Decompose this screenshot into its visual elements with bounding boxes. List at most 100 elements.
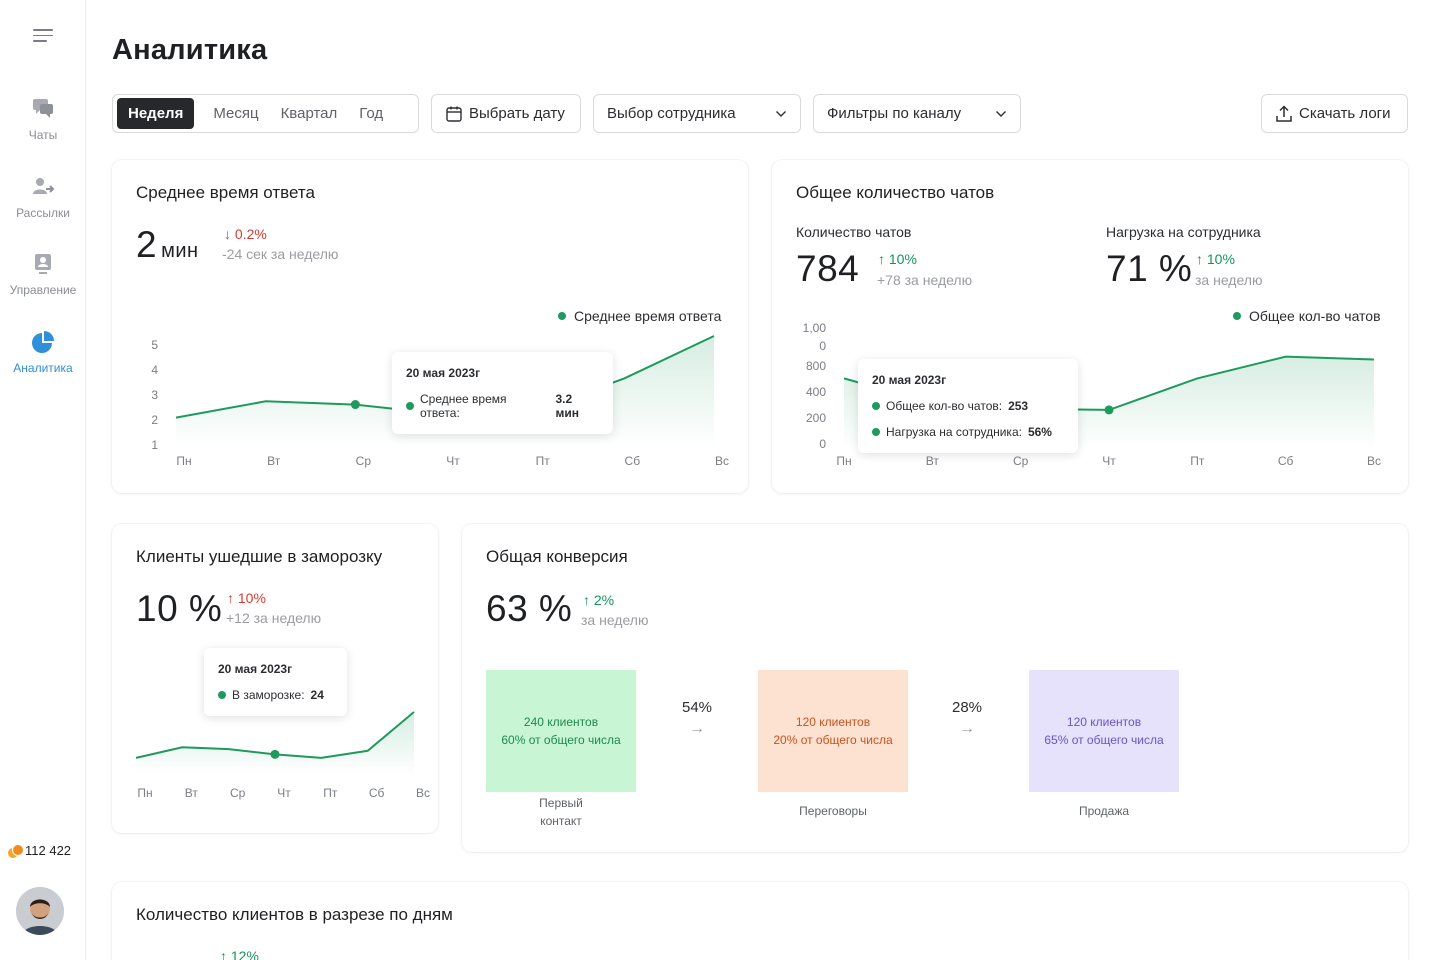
data-point [350,400,360,410]
period-year-button[interactable]: Год [359,105,384,122]
management-icon [35,254,51,274]
tooltip-dot [218,691,226,699]
arrow-right-icon: → [959,720,975,737]
stage-share: 20% от общего числа [773,733,893,747]
chart-legend: Среднее время ответа [558,308,721,324]
x-tick-label: Пн [836,454,851,468]
period-week-button[interactable]: Неделя [117,98,195,129]
response-time-value: 2 мин [136,224,199,266]
sidebar-item-management[interactable]: Управление [0,251,86,297]
stage-count: 120 клиентов [795,715,871,729]
chevron-down-icon [776,110,786,117]
channel-filter-select[interactable]: Фильтры по каналу [813,94,1021,133]
x-tick-label: Чт [277,786,291,800]
arrow-down-icon: ↓ [224,226,231,242]
arrow-up-icon: ↑ [220,948,227,960]
avatar[interactable] [16,887,64,935]
chart-legend: Общее кол-во чатов [1233,308,1381,324]
load-value: 71 % [1106,248,1193,289]
arrow-right-icon: → [689,720,705,737]
x-tick-label: Ср [230,786,246,800]
sidebar-item-label: Управление [9,283,77,297]
step-conversion: 28% [951,699,983,716]
conversion-delta: ↑ 2% [583,592,614,608]
legend-label: Общее кол-во чатов [1249,308,1381,324]
conversion-sub: за неделю [581,612,649,628]
tooltip-date: 20 мая 2023г [218,662,293,676]
stage-name: Первый контакт [539,796,583,828]
delta-value: 10% [237,590,266,606]
mailing-icon [33,178,55,194]
stage-count: 240 клиентов [523,715,599,729]
conversion-card: Общая конверсия 63 % ↑ 2% за неделю 240 … [462,524,1408,852]
legend-dot [558,312,566,320]
stage-name: Продажа [1078,804,1130,818]
arrow-up-icon: ↑ [878,251,885,267]
calendar-icon [446,106,462,122]
load-sub: за неделю [1195,272,1263,288]
tooltip-date: 20 мая 2023г [406,366,481,380]
coin-balance-value: 112 422 [25,843,72,858]
card-title: Среднее время ответа [136,183,315,202]
sidebar-item-label: Рассылки [16,206,70,220]
tooltip-dot [872,428,880,436]
response-time-card: Среднее время ответа 2 мин ↓ 0.2% -24 сек… [112,160,748,493]
chart-tooltip: 20 мая 2023г Общее кол-во чатов: 253 Наг… [858,359,1078,453]
sidebar-item-chats[interactable]: Чаты [0,96,86,142]
tooltip-row: Среднее время ответа: 3.2 мин [406,392,599,420]
chats-count-delta: ↑ 10% [878,251,917,267]
y-tick-label: 800 [806,359,826,373]
funnel-stage: 240 клиентов 60% от общего числа [486,670,636,792]
frozen-chart: Пн Вт Ср Чт Пт Сб Вс [135,711,430,800]
y-tick-label: 2 [151,413,158,427]
clients-by-day-card: Количество клиентов в разрезе по дням ↑ … [112,882,1408,960]
analytics-icon [32,331,54,353]
delta-value: 10% [888,251,917,267]
download-logs-button[interactable]: Скачать логи [1261,94,1408,133]
chats-count-sub: +78 за неделю [877,272,973,288]
data-point [1104,405,1114,415]
sidebar-item-label: Аналитика [13,361,73,375]
load-label: Нагрузка на сотрудника [1106,224,1261,240]
delta-value: 0.2% [234,226,267,242]
sidebar-item-mailings[interactable]: Рассылки [0,174,86,220]
load-delta: ↑ 10% [1196,251,1235,267]
pick-date-button[interactable]: Выбрать дату [431,94,581,133]
tooltip-value: 253 [1008,399,1029,413]
stage-name: Переговоры [799,804,867,818]
delta-value: 2% [593,592,615,608]
y-tick-label: 4 [151,363,158,377]
frozen-sub: +12 за неделю [226,610,322,626]
x-tick-label: Ср [1013,454,1029,468]
period-quarter-button[interactable]: Квартал [280,105,338,122]
stage-share: 60% от общего числа [501,733,621,747]
response-time-delta: ↓ 0.2% [224,226,267,242]
x-tick-label: Ср [356,454,372,468]
sidebar-item-analytics[interactable]: Аналитика [0,329,86,375]
employee-select[interactable]: Выбор сотрудника [593,94,801,133]
x-tick-label: Вт [185,786,199,800]
conversion-value: 63 % [486,588,573,629]
stage-count: 120 клиентов [1066,715,1142,729]
x-tick-label: Чт [1102,454,1116,468]
arrow-up-icon: ↑ [1196,251,1203,267]
x-tick-label: Вс [416,786,430,800]
pick-date-label: Выбрать дату [469,105,565,122]
series-area [136,712,414,774]
arrow-up-icon: ↑ [583,592,590,608]
x-tick-label: Вт [267,454,281,468]
tooltip-row: Общее кол-во чатов: 253 [872,399,1064,413]
sidebar-item-label: Чаты [28,128,58,142]
x-tick-label: Вс [715,454,729,468]
response-time-number: 2 [136,224,158,265]
upload-icon [1276,104,1292,122]
tooltip-dot [872,402,880,410]
chats-icon [33,99,53,118]
menu-icon[interactable] [33,29,53,43]
y-tick-label: 0 [819,339,826,353]
legend-dot [1233,312,1241,320]
arrow-up-icon: ↑ [227,590,234,606]
stage-share: 65% от общего числа [1044,733,1164,747]
period-month-button[interactable]: Месяц [213,105,259,122]
